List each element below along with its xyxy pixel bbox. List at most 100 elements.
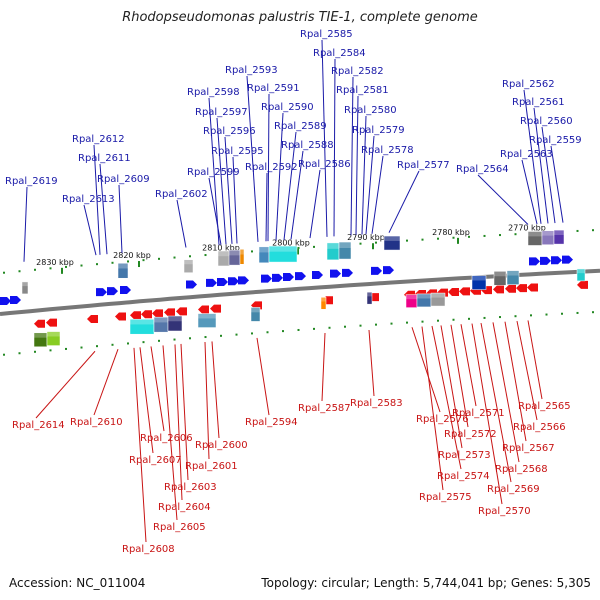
domain-block bbox=[553, 229, 565, 245]
domain-block-shine bbox=[269, 246, 297, 252]
forward-leader-line bbox=[176, 199, 187, 248]
tick-mark bbox=[437, 319, 439, 322]
reverse-leader-line bbox=[480, 322, 512, 483]
gene-arrow bbox=[529, 257, 540, 266]
scale-label: 2800 kbp bbox=[272, 238, 310, 247]
gene-arrow bbox=[107, 287, 118, 296]
reverse-gene-label: Rpal_2574 bbox=[437, 471, 490, 482]
tick-mark bbox=[220, 334, 222, 337]
forward-gene-label: Rpal_2562 bbox=[502, 79, 555, 90]
reverse-leader-line bbox=[527, 320, 543, 400]
forward-leader-line bbox=[232, 156, 238, 244]
domain-block-shine bbox=[184, 259, 193, 265]
domain-block-shine bbox=[218, 250, 230, 257]
tick-mark bbox=[3, 353, 5, 356]
tick-mark bbox=[468, 317, 470, 320]
gene-arrow bbox=[371, 266, 382, 275]
forward-gene-label: Rpal_2563 bbox=[500, 149, 553, 160]
forward-leader-line bbox=[321, 39, 328, 237]
tick-mark bbox=[483, 316, 486, 319]
forward-gene-label: Rpal_2619 bbox=[5, 176, 58, 187]
forward-leader-line bbox=[83, 204, 97, 256]
reverse-leader-line bbox=[174, 344, 183, 501]
tick-mark bbox=[282, 330, 284, 333]
forward-gene-label: Rpal_2581 bbox=[336, 85, 389, 96]
domain-block bbox=[576, 268, 586, 282]
genome-summary-text: Topology: circular; Length: 5,744,041 bp… bbox=[261, 576, 591, 590]
gene-arrow bbox=[312, 270, 323, 279]
scale-tick bbox=[372, 243, 374, 250]
gene-arrow bbox=[283, 273, 294, 282]
forward-gene-label: Rpal_2612 bbox=[72, 134, 125, 145]
domain-block-shine bbox=[47, 331, 60, 337]
reverse-gene-label: Rpal_2576 bbox=[416, 414, 469, 425]
forward-leader-line bbox=[93, 144, 101, 255]
reverse-gene-label: Rpal_2583 bbox=[350, 398, 403, 409]
tick-mark bbox=[514, 233, 517, 236]
gene-arrow bbox=[217, 278, 228, 287]
forward-gene-label: Rpal_2579 bbox=[352, 125, 405, 136]
page-title: Rhodopseudomonas palustris TIE-1, comple… bbox=[122, 10, 478, 25]
forward-gene-label: Rpal_2578 bbox=[361, 145, 414, 156]
domain-block bbox=[338, 241, 352, 260]
domain-block-shine bbox=[339, 242, 351, 249]
forward-gene-label: Rpal_2599 bbox=[187, 167, 240, 178]
forward-gene-label: Rpal_2588 bbox=[281, 140, 334, 151]
domain-block bbox=[320, 297, 327, 310]
tick-mark bbox=[111, 261, 114, 264]
gene-arrow bbox=[295, 272, 306, 281]
gene-arrow bbox=[577, 280, 588, 289]
tick-mark bbox=[189, 337, 191, 340]
reverse-gene-label: Rpal_2603 bbox=[164, 482, 217, 493]
gene-arrow bbox=[505, 284, 516, 293]
forward-gene-label: Rpal_2592 bbox=[245, 162, 298, 173]
reverse-gene-label: Rpal_2605 bbox=[153, 522, 206, 533]
tick-mark bbox=[251, 332, 253, 335]
tick-mark bbox=[561, 312, 563, 315]
domain-block-shine bbox=[118, 263, 128, 269]
reverse-leader-line bbox=[321, 333, 326, 402]
reverse-leader-line bbox=[471, 323, 503, 505]
domain-block bbox=[366, 291, 373, 305]
tick-mark bbox=[545, 313, 548, 316]
domain-block bbox=[250, 307, 261, 322]
scale-label: 2790 kbp bbox=[347, 233, 385, 242]
tick-mark bbox=[344, 325, 346, 328]
tick-mark bbox=[452, 236, 455, 239]
reverse-leader-line bbox=[516, 320, 538, 421]
domain-block-shine bbox=[198, 313, 216, 319]
reverse-leader-line bbox=[411, 327, 441, 413]
domain-block-shine bbox=[577, 268, 585, 274]
reverse-leader-line bbox=[211, 341, 220, 439]
tick-mark bbox=[452, 318, 455, 321]
domain-block-shine bbox=[259, 246, 269, 253]
scale-label: 2810 kbp bbox=[202, 244, 240, 253]
forward-gene-label: Rpal_2582 bbox=[331, 66, 384, 77]
tick-mark bbox=[499, 234, 501, 237]
reverse-leader-line bbox=[368, 329, 375, 397]
forward-leader-line bbox=[265, 172, 268, 242]
reverse-leader-line bbox=[431, 325, 462, 470]
forward-leader-line bbox=[290, 150, 304, 240]
forward-gene-label: Rpal_2577 bbox=[397, 160, 450, 171]
domain-block bbox=[21, 281, 29, 295]
forward-leader-line bbox=[355, 95, 359, 235]
domain-block bbox=[383, 235, 401, 251]
tick-mark bbox=[576, 229, 579, 232]
forward-gene-label: Rpal_2596 bbox=[203, 126, 256, 137]
domain-block bbox=[239, 249, 245, 265]
tick-mark bbox=[96, 263, 98, 266]
forward-leader-line bbox=[521, 159, 538, 225]
gene-arrow bbox=[527, 283, 538, 292]
accession-text: Accession: NC_011004 bbox=[9, 576, 146, 590]
domain-blocks bbox=[21, 229, 586, 348]
tick-mark bbox=[468, 235, 470, 238]
domain-block-shine bbox=[229, 250, 240, 256]
tick-mark bbox=[359, 242, 362, 245]
tick-mark bbox=[421, 238, 424, 241]
gene-arrow bbox=[210, 304, 221, 313]
gene-arrow bbox=[186, 280, 197, 289]
gene-arrow bbox=[198, 305, 209, 314]
tick-mark bbox=[251, 250, 253, 253]
